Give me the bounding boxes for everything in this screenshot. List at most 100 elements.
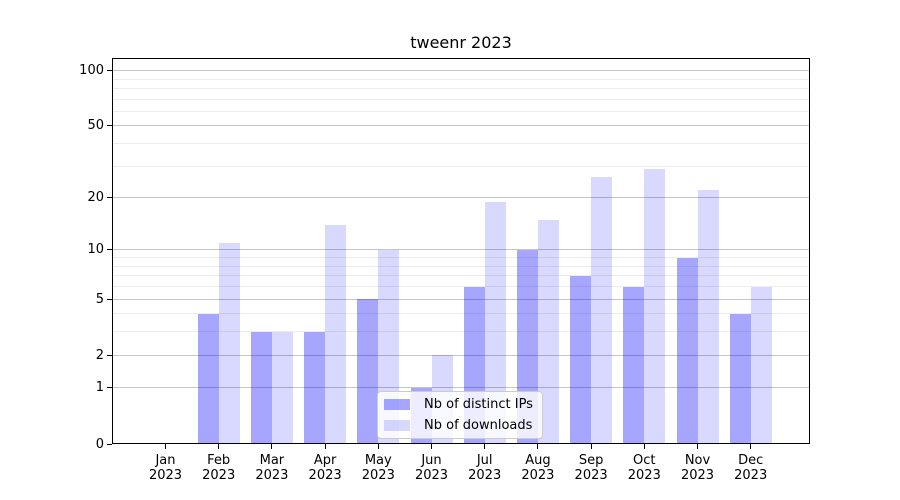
x-tick-label: Mar 2023 (242, 453, 302, 483)
x-tick-mark (750, 444, 752, 449)
plot-area: Nb of distinct IPs Nb of downloads (112, 58, 810, 444)
major-gridline (112, 197, 810, 199)
x-tick-month: Feb (207, 453, 231, 468)
x-tick-month: Nov (684, 453, 711, 468)
y-tick-label: 2 (95, 347, 104, 363)
x-tick-year: 2023 (574, 468, 608, 483)
x-tick-year: 2023 (734, 468, 768, 483)
x-tick-month: Jan (155, 453, 176, 468)
legend-label: Nb of downloads (424, 418, 533, 433)
y-tick-label: 20 (87, 190, 104, 206)
x-tick-month: Jul (476, 453, 493, 468)
y-tick-label: 1 (95, 380, 104, 396)
x-tick-month: Oct (633, 453, 656, 468)
x-tick-year: 2023 (361, 468, 395, 483)
x-tick-mark (590, 444, 592, 449)
y-tick-mark (107, 70, 112, 72)
x-tick-label: Jan 2023 (136, 453, 196, 483)
x-tick-label: Dec 2023 (721, 453, 781, 483)
major-gridline (112, 249, 810, 251)
x-tick-year: 2023 (680, 468, 715, 483)
bar-downloads (750, 286, 772, 444)
x-tick-label: Apr 2023 (295, 453, 355, 483)
bar-downloads (697, 190, 719, 444)
x-tick-year: 2023 (202, 468, 236, 483)
chart-title: tweenr 2023 (410, 33, 512, 52)
major-gridline (112, 298, 810, 300)
y-tick-mark (107, 298, 112, 300)
x-tick-label: Nov 2023 (668, 453, 728, 483)
x-tick-label: Sep 2023 (561, 453, 621, 483)
y-tick-label: 5 (95, 291, 104, 307)
x-tick-label: Jun 2023 (402, 453, 462, 483)
bar-downloads (271, 331, 293, 444)
y-tick-mark (107, 443, 112, 445)
x-tick-mark (324, 444, 326, 449)
bar-downloads (218, 242, 240, 444)
bar-distinct-ips (623, 286, 645, 444)
x-tick-mark (431, 444, 432, 449)
x-tick-month: Dec (738, 453, 764, 468)
legend-entry: Nb of downloads (384, 415, 533, 436)
bar-distinct-ips (304, 331, 326, 444)
x-tick-mark (537, 444, 539, 449)
y-tick-label: 10 (87, 242, 104, 258)
x-tick-label: May 2023 (348, 453, 408, 483)
x-tick-month: Jun (421, 453, 442, 468)
x-tick-mark (377, 444, 379, 449)
y-tick-label: 50 (87, 118, 104, 134)
major-gridline (112, 70, 810, 72)
x-tick-label: Oct 2023 (614, 453, 674, 483)
x-tick-year: 2023 (521, 468, 555, 483)
bar-distinct-ips (250, 331, 272, 444)
legend-entry: Nb of distinct IPs (384, 394, 533, 415)
y-tick-mark (107, 197, 112, 199)
x-tick-year: 2023 (255, 468, 289, 483)
bar-downloads (644, 168, 666, 444)
x-tick-mark (697, 444, 698, 449)
major-gridline (112, 387, 810, 389)
x-tick-mark (165, 444, 166, 449)
minor-gridline (112, 286, 810, 288)
legend-swatch-distinct-ips (384, 399, 410, 410)
minor-gridline (112, 98, 810, 100)
x-tick-year: 2023 (468, 468, 502, 483)
legend: Nb of distinct IPs Nb of downloads (377, 391, 543, 439)
y-tick-mark (107, 354, 112, 356)
minor-gridline (112, 87, 810, 89)
bar-downloads (537, 219, 559, 444)
y-tick-label: 0 (95, 436, 104, 452)
bar-downloads (484, 201, 506, 444)
bar-distinct-ips (676, 257, 698, 444)
bar-distinct-ips (729, 313, 751, 444)
x-tick-month: Aug (525, 453, 551, 468)
y-tick-label: 100 (79, 63, 104, 79)
x-tick-month: Mar (259, 453, 285, 468)
y-tick-mark (107, 387, 112, 389)
minor-gridline (112, 143, 810, 145)
x-tick-year: 2023 (627, 468, 661, 483)
minor-gridline (112, 78, 810, 80)
minor-gridline (112, 110, 810, 112)
x-tick-month: May (364, 453, 392, 468)
bar-downloads (325, 224, 347, 444)
x-tick-year: 2023 (148, 468, 183, 483)
y-tick-mark (107, 125, 112, 127)
legend-label: Nb of distinct IPs (424, 397, 533, 412)
legend-swatch-downloads (384, 420, 410, 431)
minor-gridline (112, 313, 810, 315)
minor-gridline (112, 257, 810, 259)
major-gridline (112, 354, 810, 356)
x-tick-mark (218, 444, 220, 449)
bar-downloads (591, 177, 613, 444)
minor-gridline (112, 275, 810, 277)
bar-distinct-ips (197, 313, 219, 444)
x-tick-label: Feb 2023 (189, 453, 249, 483)
x-tick-month: Sep (578, 453, 604, 468)
x-tick-year: 2023 (308, 468, 342, 483)
major-gridline (112, 125, 810, 127)
x-tick-label: Aug 2023 (508, 453, 568, 483)
minor-gridline (112, 265, 810, 267)
x-tick-year: 2023 (414, 468, 449, 483)
